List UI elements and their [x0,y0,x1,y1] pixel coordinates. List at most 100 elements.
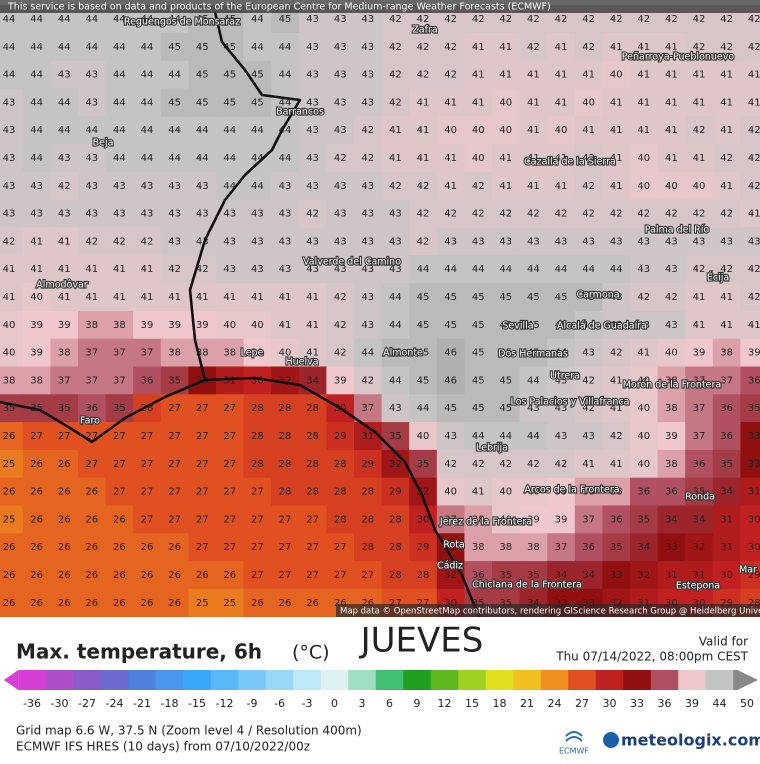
cell-fill [271,283,300,312]
cell-fill [436,338,465,368]
place-label: Jerez de la Frontera [439,517,532,528]
cell-value: 36 [582,542,595,553]
cell-value: 41 [555,42,568,53]
cell-value: 27 [361,570,374,581]
cell-fill [685,32,714,62]
cell-value: 26 [141,542,154,553]
cell-value: 35 [527,570,540,581]
cell-value: 44 [279,97,292,108]
cell-fill [574,310,603,340]
cell-fill [271,561,300,590]
cell-value: 45 [223,14,236,25]
cell-value: 40 [499,487,512,498]
cell-fill [630,32,659,62]
colorbar-tick-label: 30 [603,697,617,710]
cell-value: 42 [334,292,347,303]
colorbar-tick-label: -24 [106,697,124,710]
cell-value: 41 [582,125,595,136]
cell-fill [216,505,245,534]
cell-value: 44 [279,42,292,53]
cell-value: 38 [85,320,98,331]
cell-value: 40 [499,125,512,136]
cell-value: 35 [637,514,650,525]
cell-value: 26 [113,570,126,581]
cell-value: 43 [223,209,236,220]
cell-value: 43 [3,209,16,220]
cell-value: 27 [113,431,126,442]
colorbar-tick-label: 36 [658,697,672,710]
cell-value: 41 [637,348,650,359]
colorbar-segment [155,670,184,690]
cell-value: 42 [361,125,374,136]
colorbar-tick-label: -15 [188,697,206,710]
cell-fill [216,366,245,395]
cell-value: 41 [637,125,650,136]
cell-fill [160,255,189,284]
cell-fill [0,255,24,284]
cell-fill [381,533,410,562]
cell-value: 42 [720,153,733,164]
cell-value: 43 [637,236,650,247]
cell-value: 44 [527,375,540,386]
cell-value: 42 [389,42,402,53]
cell-value: 42 [748,264,760,275]
cell-value: 35 [3,403,16,414]
cell-fill [326,116,355,145]
cell-value: 41 [748,209,760,220]
cell-value: 44 [527,431,540,442]
cell-fill [0,283,24,312]
cell-value: 42 [3,236,16,247]
cell-fill [0,477,24,507]
cell-fill [547,366,576,395]
cell-value: 44 [582,264,595,275]
cell-value: 27 [223,514,236,525]
cell-fill [685,116,714,145]
cell-value: 42 [665,209,678,220]
cell-value: 42 [444,14,457,25]
cell-value: 43 [472,236,485,247]
cell-value: 38 [472,514,485,525]
cell-value: 26 [168,542,181,553]
cell-value: 45 [417,348,430,359]
cell-fill [519,505,548,534]
cell-value: 42 [417,70,430,81]
cell-fill [298,144,327,173]
cell-fill [381,477,410,507]
cell-value: 43 [361,292,374,303]
cell-fill [712,366,741,395]
cell-value: 42 [334,348,347,359]
cell-value: 43 [555,403,568,414]
cell-value: 27 [141,459,154,470]
cell-fill [409,338,438,368]
cell-fill [602,394,631,423]
cell-value: 40 [582,97,595,108]
cell-value: 41 [720,97,733,108]
cell-fill [685,394,714,423]
cell-value: 26 [113,542,126,553]
cell-value: 29 [417,542,430,553]
cell-value: 31 [720,542,733,553]
cell-value: 28 [251,431,264,442]
cell-value: 41 [58,236,71,247]
cell-fill [78,32,107,62]
colorbar-tick-label: 0 [331,697,338,710]
cell-value: 41 [306,348,319,359]
cell-fill [657,561,686,590]
cell-value: 43 [334,236,347,247]
cell-value: 44 [85,14,98,25]
cell-fill [409,366,438,395]
cell-fill [160,171,189,201]
cell-value: 29 [334,431,347,442]
cell-value: 38 [113,320,126,331]
cell-fill [712,505,741,534]
cell-value: 42 [555,209,568,220]
cell-fill [78,366,107,395]
cell-value: 44 [141,42,154,53]
cell-value: 45 [279,14,292,25]
cell-fill [0,505,24,534]
cell-fill [326,533,355,562]
cell-fill [712,310,741,340]
cell-value: 42 [748,153,760,164]
cell-fill [464,283,493,312]
cell-value: 42 [665,14,678,25]
